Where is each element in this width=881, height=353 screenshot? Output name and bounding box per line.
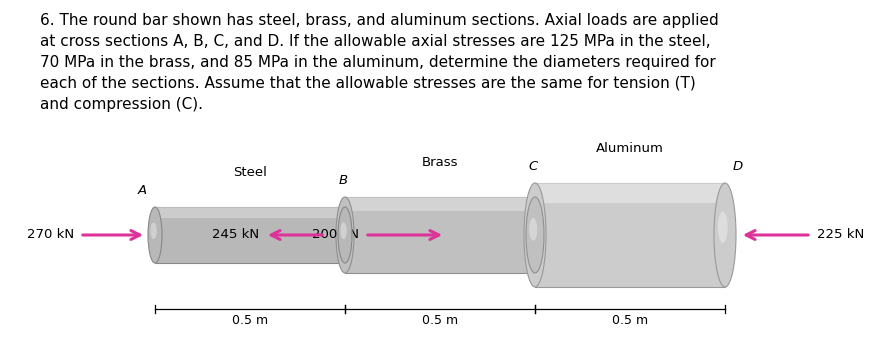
Text: D: D xyxy=(733,160,744,173)
Bar xyxy=(345,197,535,211)
Bar xyxy=(345,197,535,273)
Text: 6. The round bar shown has steel, brass, and aluminum sections. Axial loads are : 6. The round bar shown has steel, brass,… xyxy=(40,13,719,112)
Ellipse shape xyxy=(338,207,352,263)
Bar xyxy=(535,183,725,287)
Text: B: B xyxy=(338,174,348,187)
Ellipse shape xyxy=(526,197,544,273)
Ellipse shape xyxy=(718,211,728,243)
Bar xyxy=(155,207,345,218)
Text: 0.5 m: 0.5 m xyxy=(612,314,648,327)
Ellipse shape xyxy=(151,222,157,239)
Ellipse shape xyxy=(524,183,546,287)
Bar xyxy=(535,183,725,203)
Text: 0.5 m: 0.5 m xyxy=(422,314,458,327)
Text: A: A xyxy=(137,184,147,197)
Text: 225 kN: 225 kN xyxy=(817,228,864,241)
Ellipse shape xyxy=(148,207,162,263)
Text: C: C xyxy=(529,160,537,173)
Text: 200 kN: 200 kN xyxy=(312,228,359,241)
Ellipse shape xyxy=(528,211,537,243)
Text: Steel: Steel xyxy=(233,166,267,179)
Text: Brass: Brass xyxy=(422,156,458,169)
Text: 245 kN: 245 kN xyxy=(211,228,259,241)
Ellipse shape xyxy=(529,218,537,241)
Ellipse shape xyxy=(336,197,354,273)
Ellipse shape xyxy=(339,218,347,241)
Bar xyxy=(155,207,345,263)
Text: Aluminum: Aluminum xyxy=(596,142,664,155)
Text: 0.5 m: 0.5 m xyxy=(232,314,268,327)
Ellipse shape xyxy=(340,222,347,239)
Ellipse shape xyxy=(714,183,736,287)
Text: 270 kN: 270 kN xyxy=(27,228,74,241)
